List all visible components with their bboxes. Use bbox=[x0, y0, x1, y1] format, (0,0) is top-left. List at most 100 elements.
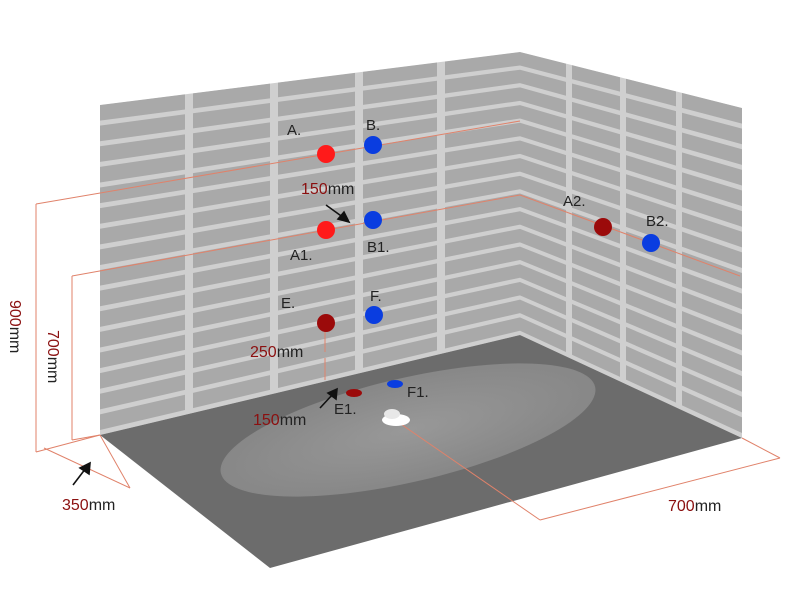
drain-icon bbox=[382, 409, 410, 426]
wall-tile bbox=[682, 132, 742, 165]
wall-tile bbox=[520, 105, 566, 133]
wall-tile bbox=[682, 350, 742, 392]
wall-tile bbox=[445, 158, 520, 185]
label-a2: A2. bbox=[563, 193, 586, 210]
wall-tile bbox=[278, 298, 355, 330]
wall-tile bbox=[520, 140, 566, 169]
wall-tile bbox=[520, 158, 566, 188]
wall-tile bbox=[363, 299, 437, 331]
wall-tile bbox=[520, 246, 566, 279]
measurement-points bbox=[317, 136, 660, 397]
point-a2 bbox=[594, 218, 612, 236]
wall-tile bbox=[193, 239, 270, 269]
label-b: B. bbox=[366, 117, 380, 134]
wall-tile bbox=[626, 136, 676, 166]
arrow-head-icon bbox=[78, 461, 91, 476]
dim-700-width: 700mm bbox=[668, 498, 721, 515]
wall-tile bbox=[572, 101, 620, 130]
point-b1 bbox=[364, 211, 382, 229]
wall-tile bbox=[445, 122, 520, 149]
arrow-head-icon bbox=[336, 210, 351, 224]
wall-tile bbox=[363, 135, 437, 162]
wall-tile bbox=[682, 211, 742, 248]
wall-tile bbox=[520, 281, 566, 316]
wall-tile bbox=[445, 281, 520, 313]
wall-tile bbox=[445, 87, 520, 112]
wall-tile bbox=[193, 375, 270, 409]
wall-tile bbox=[682, 152, 742, 186]
wall-tile bbox=[278, 110, 355, 137]
wall-tile bbox=[445, 246, 520, 276]
wall-tile bbox=[193, 336, 270, 369]
arrows bbox=[72, 204, 351, 486]
label-b1: B1. bbox=[367, 239, 390, 256]
wall-tile bbox=[520, 175, 566, 206]
wall-tile bbox=[682, 112, 742, 145]
wall-tile bbox=[100, 394, 185, 431]
dimension-labels: 150mm 250mm 150mm 350mm 700mm 900mm 700m… bbox=[6, 181, 721, 515]
wall-tile bbox=[278, 72, 355, 98]
wall-tile bbox=[626, 307, 676, 344]
wall-tile bbox=[445, 264, 520, 294]
dim-900-height: 900mm bbox=[6, 300, 23, 353]
wall-tile bbox=[626, 365, 676, 403]
wall-tile bbox=[193, 219, 270, 249]
point-e1 bbox=[346, 389, 362, 397]
wall-tile bbox=[363, 281, 437, 312]
point-e bbox=[317, 314, 335, 332]
label-e1: E1. bbox=[334, 401, 357, 418]
wall-tile bbox=[193, 161, 270, 189]
wall-tile bbox=[100, 234, 185, 266]
wall-tile bbox=[682, 390, 742, 434]
wall-tile bbox=[626, 326, 676, 364]
wall-tile bbox=[363, 263, 437, 293]
wall-tile bbox=[520, 211, 566, 243]
wall-tile bbox=[278, 355, 355, 388]
wall-tile bbox=[572, 303, 620, 339]
wall-tile bbox=[445, 193, 520, 222]
point-labels: A. B. A1. B1. E. F. A2. B2. E1. F1. bbox=[281, 117, 669, 418]
wall-tile bbox=[363, 245, 437, 274]
point-a bbox=[317, 145, 335, 163]
point-b2 bbox=[642, 234, 660, 252]
wall-tile bbox=[626, 193, 676, 225]
wall-tile bbox=[278, 129, 355, 156]
wall-tile bbox=[445, 140, 520, 167]
wall-tile bbox=[363, 318, 437, 350]
wall-tile bbox=[572, 120, 620, 149]
wall-tile bbox=[520, 122, 566, 151]
wall-tile bbox=[445, 228, 520, 258]
wall-tile bbox=[193, 200, 270, 229]
point-f1 bbox=[387, 380, 403, 388]
dim-150-floor: 150mm bbox=[253, 412, 306, 429]
wall-tile bbox=[193, 316, 270, 349]
reference-lines bbox=[35, 120, 781, 521]
wall-tile bbox=[193, 297, 270, 329]
wall-tile bbox=[626, 288, 676, 324]
wall-tile bbox=[193, 258, 270, 289]
back-wall bbox=[100, 52, 520, 435]
wall-tile bbox=[363, 190, 437, 218]
arrow-head-icon bbox=[326, 387, 338, 401]
wall-tile bbox=[682, 172, 742, 207]
wall-tile bbox=[363, 99, 437, 124]
label-f1: F1. bbox=[407, 384, 429, 401]
wall-tile bbox=[572, 285, 620, 320]
wall-tile bbox=[626, 174, 676, 206]
wall-tile bbox=[572, 65, 620, 92]
wall-tile bbox=[193, 83, 270, 109]
wall-tile bbox=[682, 311, 742, 351]
shower-floor bbox=[100, 335, 742, 568]
wall-tile bbox=[193, 122, 270, 149]
label-f: F. bbox=[370, 288, 382, 305]
wall-tile bbox=[520, 299, 566, 334]
wall-tile bbox=[363, 226, 437, 256]
wall-tile bbox=[278, 280, 355, 311]
wall-tile bbox=[682, 231, 742, 269]
wall-tile bbox=[278, 336, 355, 369]
right-wall bbox=[520, 52, 742, 438]
spray-area bbox=[220, 363, 596, 497]
wall-tile bbox=[100, 194, 185, 224]
